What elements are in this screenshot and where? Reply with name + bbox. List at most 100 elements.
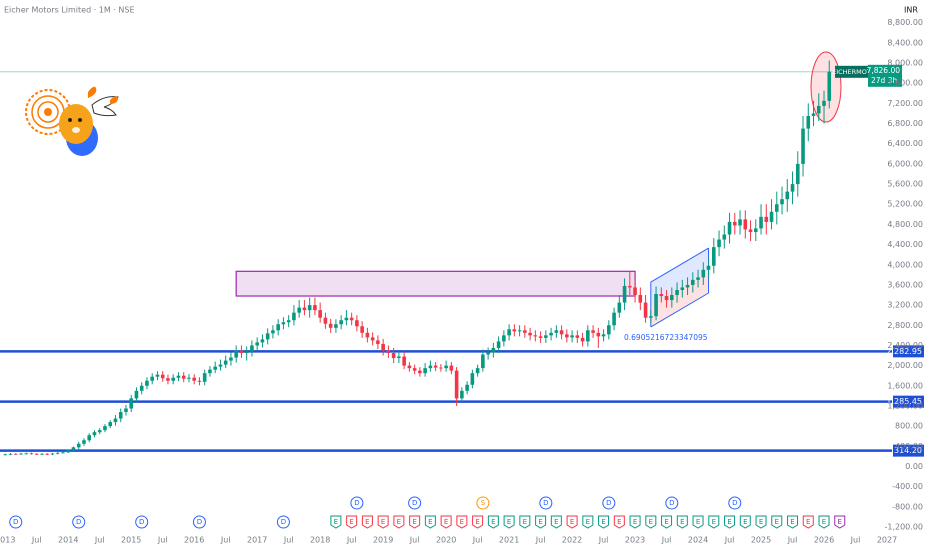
candle-body — [19, 453, 23, 455]
event-icon — [135, 515, 149, 529]
event-label: D — [13, 518, 18, 526]
event-label: E — [507, 518, 511, 526]
candle-body — [265, 333, 270, 340]
candle-body — [722, 234, 727, 240]
event-label: E — [444, 518, 448, 526]
candle-body — [55, 452, 60, 454]
earnings-icon — [519, 515, 531, 529]
event-label: E — [397, 518, 401, 526]
earnings-icon — [503, 515, 515, 529]
x-tick-label: 2021 — [499, 536, 519, 545]
event-icon — [728, 496, 742, 510]
y-tick-label: 3,600.00 — [887, 280, 923, 289]
candle-body — [181, 375, 186, 379]
candle-body — [3, 454, 8, 456]
candle-body — [774, 204, 779, 212]
event-label: E — [680, 518, 684, 526]
y-tick-label: 2,400.00 — [887, 341, 923, 350]
y-tick-label: -800.00 — [892, 502, 923, 511]
candle-body — [512, 329, 517, 332]
candle-body — [34, 453, 39, 455]
candle-body — [538, 336, 543, 338]
earnings-icon — [393, 515, 405, 529]
earnings-icon — [330, 515, 342, 529]
price-badge — [893, 444, 924, 457]
candle-body — [276, 324, 280, 331]
price-badge — [893, 345, 924, 358]
candle-body — [769, 211, 774, 222]
candle-body — [554, 330, 559, 333]
price-badge-label: 2,282.95 — [886, 347, 922, 356]
candle-body — [412, 368, 417, 371]
candle-body — [402, 356, 406, 366]
earnings-icon — [802, 515, 814, 529]
candle-body — [297, 307, 301, 313]
candle-body — [103, 426, 107, 431]
candle-body — [208, 369, 212, 374]
y-tick-label: 1,200.00 — [887, 401, 923, 410]
candle-body — [360, 326, 364, 333]
event-icon — [72, 515, 86, 529]
candle-body — [659, 294, 664, 297]
candle-body — [764, 216, 769, 222]
x-tick-label: 2014 — [58, 536, 78, 545]
candle-body — [753, 228, 758, 232]
candle-body — [391, 353, 396, 359]
last-price-label: 7,826.00 — [867, 66, 901, 75]
x-tick-label: 2013 — [0, 536, 15, 545]
candle-body — [176, 375, 181, 378]
candle-body — [213, 366, 217, 370]
earnings-icon — [409, 515, 421, 529]
candle-body — [87, 435, 92, 441]
candle-body — [234, 350, 238, 358]
y-tick-label: 400.00 — [895, 442, 923, 451]
candle-body — [113, 418, 118, 423]
earnings-icon — [645, 515, 657, 529]
event-label: E — [727, 518, 731, 526]
event-label: E — [806, 518, 810, 526]
candle-body — [670, 295, 674, 301]
event-label: E — [790, 518, 794, 526]
candle-body — [465, 384, 469, 391]
candle-body — [40, 453, 44, 455]
event-label: E — [334, 518, 338, 526]
earnings-icon — [755, 515, 767, 529]
candle-body — [218, 364, 223, 367]
candle-body — [260, 339, 265, 343]
candle-body — [643, 302, 648, 318]
x-tick-label: Jul — [724, 536, 735, 545]
earnings-icon — [361, 515, 373, 529]
candle-body — [523, 330, 527, 333]
event-icon — [350, 496, 364, 510]
y-tick-label: 5,200.00 — [887, 200, 923, 209]
candle-body — [108, 422, 113, 427]
earnings-icon — [629, 515, 641, 529]
x-tick-label: Jul — [94, 536, 105, 545]
candle-body — [691, 279, 695, 285]
candle-body — [680, 287, 685, 290]
earnings-icon — [487, 515, 499, 529]
candle-body — [50, 453, 55, 455]
event-label: E — [712, 518, 716, 526]
event-label: S — [481, 499, 486, 507]
earnings-icon — [676, 515, 688, 529]
y-tick-label: 5,600.00 — [887, 180, 923, 189]
candle-body — [428, 365, 433, 369]
event-label: D — [76, 518, 81, 526]
candle-body — [580, 337, 585, 342]
candle-body — [376, 340, 380, 344]
candle-body — [386, 350, 391, 354]
candle-body — [339, 320, 343, 325]
candle-body — [24, 453, 29, 455]
x-tick-label: 2023 — [625, 536, 645, 545]
candle-body — [827, 71, 832, 101]
candle-body — [785, 191, 790, 200]
candle-body — [197, 380, 202, 382]
candle-body — [607, 325, 611, 335]
event-icon — [192, 515, 206, 529]
event-label: E — [381, 518, 385, 526]
candle-body — [187, 377, 191, 379]
candle-body — [748, 229, 753, 232]
candle-body — [244, 351, 249, 354]
plot-area: 0.6905216723347095 — [0, 60, 892, 456]
